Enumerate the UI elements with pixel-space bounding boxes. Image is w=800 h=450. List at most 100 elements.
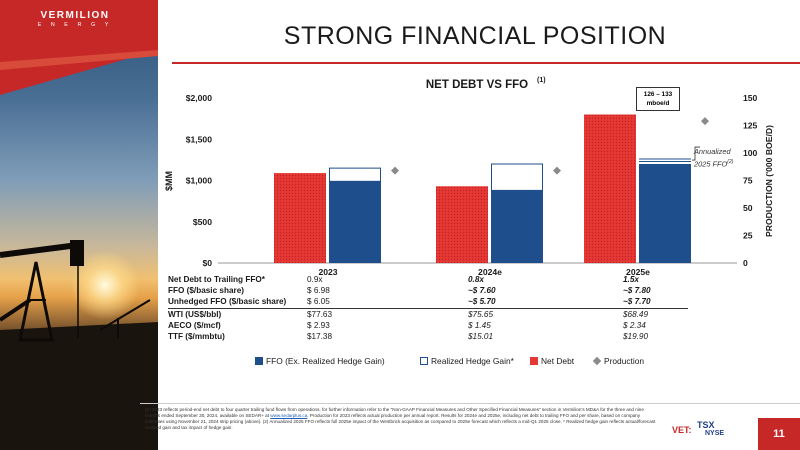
value-2023: $ 6.98 (307, 286, 330, 295)
table-row: Net Debt to Trailing FFO* 0.9x 0.8x 1.5x (168, 275, 688, 286)
brand-sub: E N E R G Y (37, 22, 113, 28)
callout-line-1: 126 – 133 (643, 91, 673, 98)
value-2025e: $ 2.34 (623, 321, 646, 330)
footnote: (1) 2023 reflects period-end net debt to… (145, 407, 660, 431)
value-2024e: 0.8x (468, 275, 484, 284)
footnote-part-1: (1) 2023 reflects period-end net debt to… (145, 407, 644, 419)
footnote-part-2: . Production for 2023 reflects actual pr… (145, 413, 656, 431)
sedar-link[interactable]: www.sedarplus.ca (270, 413, 308, 419)
value-2023: 0.9x (307, 275, 323, 284)
red-banner-shape (0, 0, 158, 95)
net-debt-bar-2023 (274, 173, 326, 263)
callout-line-2: mboe/d (646, 100, 670, 107)
row-label: AECO ($/mcf) (168, 321, 221, 330)
legend-hedge-label: Realized Hedge Gain* (431, 356, 514, 366)
row-label: FFO ($/basic share) (168, 286, 244, 295)
chart-title: NET DEBT VS FFO (426, 79, 528, 91)
y-axis-label: $MM (164, 171, 174, 191)
legend-netdebt-swatch (530, 357, 538, 365)
legend-production-label: Production (604, 356, 645, 366)
legend-production-diamond-icon (592, 356, 602, 366)
hedge-gain-bar-2023 (329, 167, 381, 182)
production-point-2024e (553, 166, 561, 175)
annualized-label-2: 2025 FFO (694, 159, 728, 169)
net-debt-bar-2024e (436, 186, 488, 263)
value-2024e: ~$ 7.60 (468, 286, 496, 295)
ffo-bar-2023 (329, 181, 381, 263)
value-2025e: $68.49 (623, 310, 649, 319)
x-tick-label: 2023 (318, 267, 337, 277)
hedge-gain-bar-2024e (491, 163, 543, 191)
value-2024e: $ 1.45 (468, 321, 491, 330)
vermilion-logo: VERMILION E N E R G Y (0, 10, 150, 28)
ticker-label: VET: (672, 425, 692, 435)
chart-title-sup: (1) (537, 77, 546, 84)
page-title: STRONG FINANCIAL POSITION (283, 22, 667, 50)
y-tick-label: $500 (193, 217, 212, 227)
y-tick-label: $1,000 (186, 176, 213, 186)
pumpjack-silhouette (0, 240, 158, 450)
y2-axis-label: PRODUCTION ('000 BOE/D) (764, 125, 774, 237)
y2-tick-label: 75 (743, 176, 753, 186)
y2-tick-label: 150 (743, 93, 758, 103)
value-2023: $17.38 (307, 332, 333, 341)
x-tick-label: 2025e (626, 267, 650, 277)
table-row: AECO ($/mcf) $ 2.93 $ 1.45 $ 2.34 (168, 321, 688, 332)
row-label: Net Debt to Trailing FFO* (168, 275, 265, 284)
exchange-logo: TSX NYSE (697, 420, 731, 442)
ffo-bar-2025e (639, 164, 691, 263)
annualized-ffo-leader (692, 146, 700, 161)
table-row: Unhedged FFO ($/basic share) $ 6.05 ~$ 5.7… (168, 297, 688, 308)
value-2024e: ~$ 5.70 (468, 297, 496, 306)
table-row: WTI (US$/bbl) $77.63 $75.65 $68.49 (168, 310, 688, 321)
legend-ffo: FFO (Ex. Realized Hedge Gain) (255, 356, 385, 366)
annualized-label-sup: (2) (727, 159, 734, 165)
value-2024e: $75.65 (468, 310, 494, 319)
y-tick-label: $0 (202, 258, 212, 268)
legend-hedge-swatch (420, 357, 428, 365)
value-2025e: ~$ 7.80 (623, 286, 651, 295)
legend-production: Production (592, 356, 645, 366)
nyse-label: NYSE (705, 430, 725, 437)
value-2023: $ 2.93 (307, 321, 330, 330)
production-point-2023 (391, 166, 399, 175)
x-tick-label: 2024e (478, 267, 502, 277)
production-point-2025e (701, 117, 709, 126)
title-divider (172, 62, 800, 64)
row-label: WTI (US$/bbl) (168, 310, 222, 319)
value-2023: $ 6.05 (307, 297, 330, 306)
row-label: Unhedged FFO ($/basic share) (168, 297, 287, 306)
production-callout-box: 126 – 133 mboe/d (636, 87, 680, 111)
y2-tick-label: 25 (743, 231, 753, 241)
value-2025e: ~$ 7.70 (623, 297, 651, 306)
sunset-oil-pump-photo: VERMILION E N E R G Y (0, 0, 158, 450)
value-2025e: 1.5x (623, 275, 639, 284)
tsx-label: TSX (697, 420, 715, 430)
legend-hedge: Realized Hedge Gain* (420, 356, 514, 366)
table-divider (168, 308, 688, 309)
annualized-label-1: Annualized (694, 147, 731, 156)
page-number: 11 (758, 418, 800, 450)
y2-tick-label: 0 (743, 258, 748, 268)
table-row: FFO ($/basic share) $ 6.98 ~$ 7.60 ~$ 7.80 (168, 286, 688, 297)
y-tick-label: $2,000 (186, 93, 213, 103)
legend-netdebt-label: Net Debt (541, 356, 575, 366)
table-row: TTF ($/mmbtu) $17.38 $15.01 $19.90 (168, 332, 688, 343)
footnote-divider (140, 403, 800, 404)
legend-ffo-swatch (255, 357, 263, 365)
y2-tick-label: 100 (743, 148, 758, 158)
value-2023: $77.63 (307, 310, 333, 319)
legend-ffo-label: FFO (Ex. Realized Hedge Gain) (266, 356, 385, 366)
brand-name: VERMILION (40, 10, 110, 21)
value-2025e: $19.90 (623, 332, 649, 341)
row-label: TTF ($/mmbtu) (168, 332, 225, 341)
net-debt-bar-2025e (584, 114, 636, 263)
y2-tick-label: 50 (743, 203, 753, 213)
y2-tick-label: 125 (743, 121, 758, 131)
ffo-bar-2024e (491, 190, 543, 263)
annualized-ffo-annotation: Annualized 2025 FFO(2) (694, 147, 733, 169)
value-2024e: $15.01 (468, 332, 494, 341)
legend-netdebt: Net Debt (530, 356, 574, 366)
